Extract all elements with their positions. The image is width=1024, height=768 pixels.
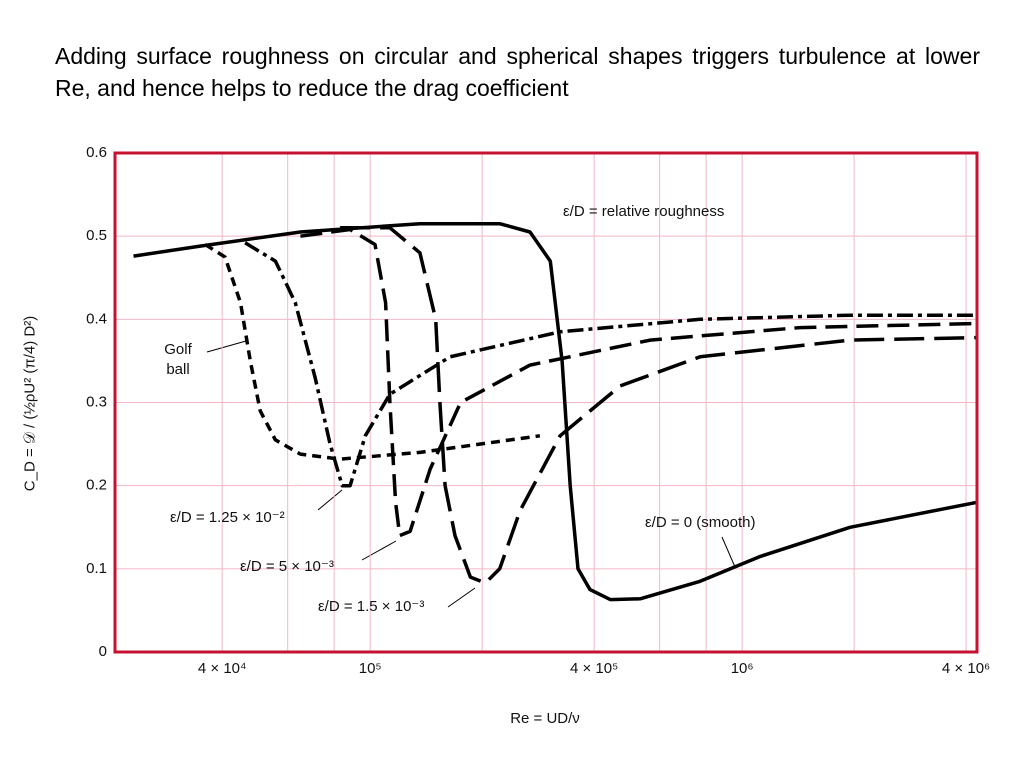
arrows	[206, 340, 736, 608]
curve	[244, 241, 977, 488]
y-tick-label: 0.2	[86, 477, 107, 494]
x-tick-label: 4 × 10⁵	[570, 660, 618, 677]
curve	[300, 227, 978, 538]
arrow	[721, 536, 736, 568]
curve	[133, 221, 978, 602]
y-tick-label: 0.1	[86, 560, 107, 577]
x-tick-label: 10⁶	[731, 660, 754, 677]
y-tick-label: 0	[99, 643, 107, 660]
y-tick-label: 0.4	[86, 310, 107, 327]
y-tick-label: 0.5	[86, 227, 107, 244]
x-tick-label: 4 × 10⁶	[942, 660, 990, 677]
x-axis-label: Re = UD/ν	[510, 710, 580, 727]
arrow	[206, 340, 247, 353]
x-tick-label: 4 × 10⁴	[198, 660, 247, 677]
title: Adding surface roughness on circular and…	[55, 43, 980, 101]
annotation: ε/D = 0 (smooth)	[645, 514, 756, 531]
y-tick-label: 0.6	[86, 144, 107, 161]
curve	[340, 226, 978, 585]
arrow	[317, 489, 343, 511]
annotation: ε/D = 1.25 × 10⁻²	[170, 509, 285, 526]
y-tick-label: 0.3	[86, 393, 107, 410]
annotation: ε/D = relative roughness	[563, 203, 725, 220]
arrow	[447, 587, 476, 608]
curve	[204, 243, 541, 461]
annotation: ε/D = 5 × 10⁻³	[240, 558, 334, 575]
plot-frame	[113, 151, 979, 654]
y-axis-label: C_D = 𝒟 / (½ρU² (π/4) D²)	[21, 315, 39, 492]
annotation: ε/D = 1.5 × 10⁻³	[318, 598, 425, 615]
arrow	[361, 540, 397, 561]
annotation: Golf ball	[164, 341, 192, 378]
x-tick-label: 10⁵	[359, 660, 382, 677]
